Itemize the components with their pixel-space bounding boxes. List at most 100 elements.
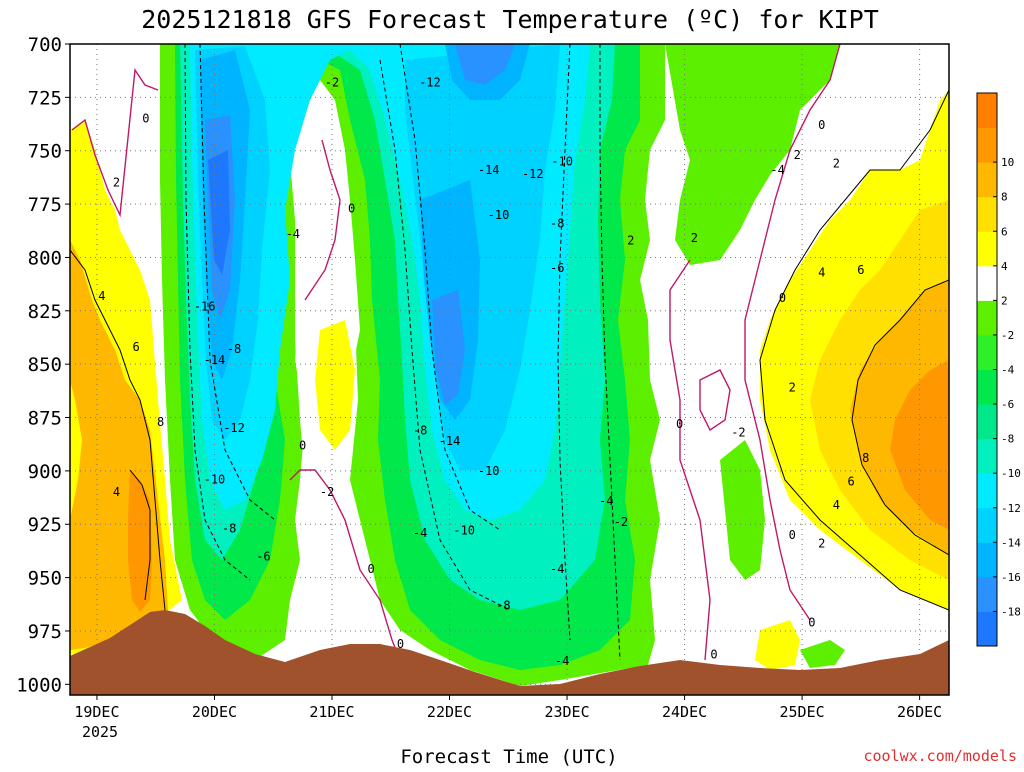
contour-label: -10 — [478, 464, 500, 478]
colorbar-swatch — [977, 507, 997, 543]
x-axis-title: Forecast Time (UTC) — [400, 746, 617, 768]
cold-core-6 — [455, 44, 515, 85]
x-tick-label: 21DEC — [309, 703, 354, 721]
isotherm-4-left — [70, 249, 166, 611]
contour-label: 0 — [676, 417, 683, 431]
contour-label: -12 — [522, 167, 544, 181]
contour-label: 2 — [113, 176, 120, 190]
isotherm-cold-1 — [184, 44, 251, 581]
contour-label: 0 — [808, 615, 815, 629]
contour-label: 0 — [142, 112, 149, 126]
colorbar-label: 6 — [1001, 225, 1008, 238]
contour-label: 4 — [833, 498, 840, 512]
contour-label: -2 — [320, 485, 334, 499]
y-tick-label: 975 — [28, 621, 62, 643]
warm-patch-1 — [755, 620, 800, 670]
x-tick-label: 23DEC — [544, 703, 589, 721]
warm-region-left-3 — [128, 470, 152, 612]
temperature-field — [70, 44, 949, 695]
cold-patch-2 — [800, 640, 845, 668]
contour-label: 2 — [818, 536, 825, 550]
zero-isotherm-6 — [699, 369, 731, 432]
y-tick-label: 950 — [28, 568, 62, 590]
x-tick-label: 20DEC — [192, 703, 237, 721]
cold-core-7 — [208, 150, 230, 275]
y-axis: 700 725 750 775 800 825 850 875 900 925 950 975 1000 — [16, 34, 70, 696]
contour-label: -14 — [439, 434, 461, 448]
contour-label: -8 — [413, 423, 427, 437]
colorbar-swatch — [977, 162, 997, 198]
contour-label: 0 — [710, 647, 717, 661]
credit-text[interactable]: coolwx.com/models — [863, 747, 1017, 765]
contour-label: -4 — [599, 494, 613, 508]
colorbar-label: 10 — [1001, 156, 1014, 169]
contour-label: 4 — [98, 289, 105, 303]
zero-isotherm-1 — [71, 67, 159, 218]
colorbar-label: -18 — [1001, 605, 1021, 618]
contour-label: -8 — [222, 522, 236, 536]
contour-label: 2 — [691, 231, 698, 245]
colorbar-label: 8 — [1001, 191, 1008, 204]
isotherm-cold-3 — [379, 59, 511, 611]
colorbar-label: -6 — [1001, 398, 1014, 411]
contour-label: -10 — [204, 472, 226, 486]
contour-label: -10 — [453, 524, 475, 538]
contour-label: 0 — [368, 562, 375, 576]
colorbar-label: -12 — [1001, 502, 1021, 515]
contour-label: 0 — [348, 201, 355, 215]
contour-label: -10 — [551, 154, 573, 168]
contour-label: 0 — [397, 637, 404, 651]
contour-label: -14 — [204, 353, 226, 367]
contour-label: 8 — [157, 415, 164, 429]
contour-label: 0 — [299, 438, 306, 452]
contour-lines — [70, 44, 949, 661]
contour-label: -6 — [550, 261, 564, 275]
colorbar-swatch — [977, 611, 997, 647]
y-tick-label: 825 — [28, 301, 62, 323]
contour-label: -4 — [286, 227, 300, 241]
grid — [70, 44, 949, 695]
contour-label: -10 — [488, 208, 510, 222]
contour-label: 6 — [847, 475, 854, 489]
y-tick-label: 725 — [28, 87, 62, 109]
zero-isotherm-2 — [289, 469, 401, 661]
isotherm-cold-5 — [557, 44, 571, 641]
contour-label: 4 — [113, 485, 120, 499]
contour-label: 4 — [818, 265, 825, 279]
x-axis: 19DEC 20DEC 21DEC 22DEC 23DEC 24DEC 25DEC 26DEC — [74, 695, 942, 721]
colorbar-swatch — [977, 438, 997, 474]
y-tick-label: 900 — [28, 461, 62, 483]
x-tick-label: 19DEC — [74, 703, 119, 721]
contour-label: -12 — [223, 421, 245, 435]
contour-label: -2 — [731, 425, 745, 439]
colorbar-swatch — [977, 300, 997, 336]
contour-label: -4 — [413, 526, 427, 540]
colorbar-swatch — [977, 231, 997, 267]
colorbar-label: 4 — [1001, 260, 1008, 273]
colorbar-label: -10 — [1001, 467, 1021, 480]
contour-label: -8 — [550, 216, 564, 230]
contour-label: -2 — [614, 515, 628, 529]
isotherm-cold-6 — [599, 44, 621, 661]
colorbar-label: -16 — [1001, 571, 1021, 584]
plot-frame — [69, 43, 950, 696]
colorbar-swatch — [977, 127, 997, 163]
y-tick-label: 925 — [28, 514, 62, 536]
cold-region-top-right — [665, 44, 840, 265]
contour-label: -4 — [555, 654, 569, 668]
colorbar-label: -2 — [1001, 329, 1014, 342]
contour-label: -8 — [496, 598, 510, 612]
zero-isotherm-3 — [304, 139, 341, 301]
contour-label: 0 — [818, 118, 825, 132]
contour-label: 6 — [857, 263, 864, 277]
y-tick-label: 750 — [28, 141, 62, 163]
colorbar-swatch — [977, 542, 997, 578]
y-tick-label: 850 — [28, 354, 62, 376]
colorbar-label: -8 — [1001, 433, 1014, 446]
contour-label: -6 — [256, 549, 270, 563]
chart-title: 2025121818 GFS Forecast Temperature (ºC)… — [141, 5, 879, 34]
contour-label: 6 — [132, 340, 139, 354]
contour-label: 0 — [789, 528, 796, 542]
